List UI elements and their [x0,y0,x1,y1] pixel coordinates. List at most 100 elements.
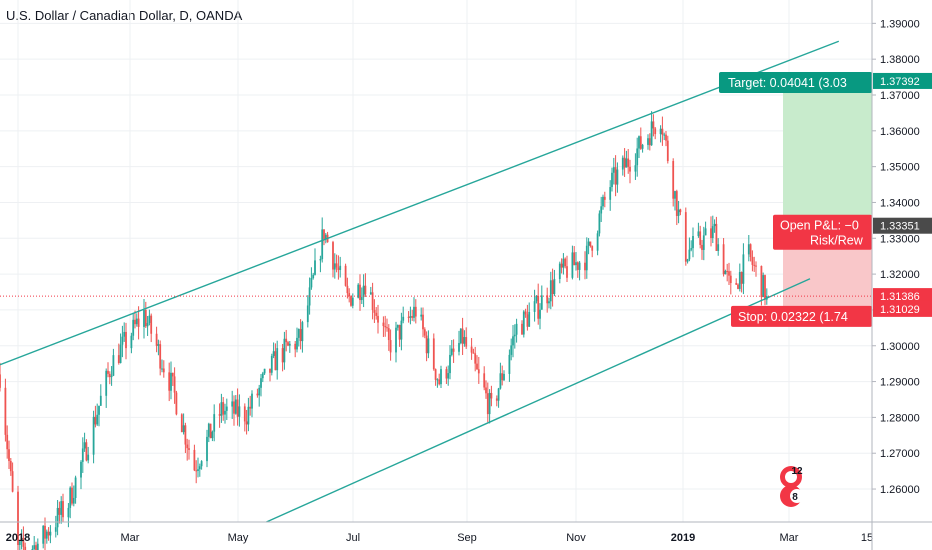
candle-down [389,340,392,353]
candle-up [409,316,412,318]
last-price-tag-bg [873,288,932,305]
x-tick-label: May [228,532,249,544]
target-price-tag: 1.37392 [880,76,920,88]
candle-down [764,275,766,300]
tradingview-style-badge-icon: 12 8 [780,466,804,507]
entry-price-tag: 1.33351 [880,221,920,233]
x-tick-label: Jul [346,532,360,544]
candle-up [319,259,322,261]
candle-up [105,370,108,396]
candle-down [155,333,158,346]
candle-down [256,393,259,396]
y-tick-label: 1.28000 [880,412,920,424]
candle-down [701,244,703,250]
candle-down [564,258,567,267]
candle-up [702,235,705,250]
candle-up [638,136,640,149]
candle-up [549,280,552,302]
y-tick-label: 1.36000 [880,126,920,138]
candle-down [425,335,428,354]
candle-up [157,344,160,346]
candle-down [274,351,277,371]
candle-up [211,431,214,439]
candle-up [508,354,511,374]
candle-up [447,373,450,379]
candle-up [636,148,639,166]
candle-down [452,348,455,352]
candle-up [33,545,36,549]
candle-down [350,296,352,306]
candle-down [107,370,109,374]
candle-up [553,278,556,295]
candle-up [578,262,581,270]
candle-up [225,406,228,411]
y-tick-label: 1.34000 [880,197,920,209]
candle-down [186,444,189,449]
candle-down [546,295,549,304]
candle-down [666,140,669,162]
candle-up [200,461,203,467]
candle-down [483,373,486,388]
candle-down [486,393,489,415]
candle-up [351,297,354,306]
candle-up [427,338,430,354]
channel-lines[interactable] [0,40,840,523]
candle-up [713,223,716,227]
candle-up [123,331,126,337]
position-labels: Target: 0.04041 (3.03 Stop: 0.02322 (1.74… [0,71,872,327]
candle-up [206,436,208,462]
candle-down [755,265,757,267]
candle-down [332,242,334,270]
candle-down [11,471,14,492]
candle-up [497,388,500,401]
candle-down [386,327,388,329]
candle-down [285,338,288,343]
candle-up [247,406,250,425]
candle-up [83,442,86,449]
logo-digit-bottom: 8 [792,492,798,503]
candle-down [584,262,586,271]
candle-down [551,280,554,295]
candle-down [672,161,675,199]
candle-down [44,525,46,539]
candle-up [585,245,588,271]
candle-up [686,259,689,262]
candle-down [193,449,196,471]
candle-down [654,128,657,135]
candle-down [490,392,493,399]
target-label-box [719,71,872,93]
candle-down [526,314,529,327]
candle-up [609,187,612,200]
candle-up [522,311,525,335]
candle-up [440,369,442,385]
y-tick-label: 1.26000 [880,484,920,496]
profit-zone [783,80,872,226]
candle-up [296,337,298,350]
candle-up [99,395,102,406]
candle-up [402,316,405,321]
candle-down [377,315,379,323]
candle-up [339,265,342,270]
candle-down [299,329,302,342]
candle-up [697,231,700,237]
candle-up [148,315,151,323]
candle-up [747,244,750,255]
candle-up [690,248,693,250]
candle-down [348,293,351,297]
candle-up [220,402,223,416]
candle-up [436,379,439,381]
candle-down [407,316,410,318]
candle-down [233,401,235,414]
candle-up [420,314,423,317]
candle-up [611,172,613,188]
candle-down [566,266,568,278]
candle-up [112,355,115,376]
candle-up [283,338,286,363]
candle-down [521,323,523,335]
candle-down [344,265,347,286]
candle-down [648,138,651,146]
candle-up [571,252,574,278]
stop-label: Stop: 0.02322 (1.74 [738,310,848,324]
x-tick-label: Mar [780,532,799,544]
